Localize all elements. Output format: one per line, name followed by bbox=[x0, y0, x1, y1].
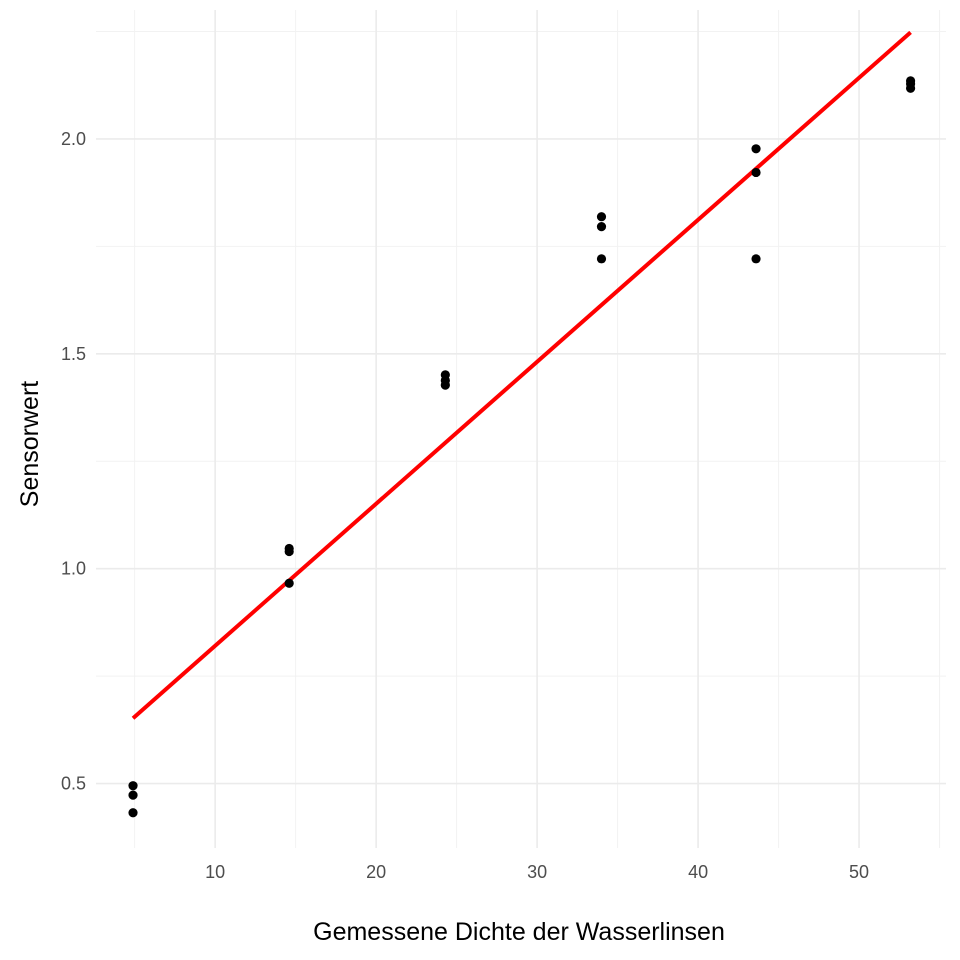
major-grid-y bbox=[96, 138, 946, 785]
y-tick-label: 1.5 bbox=[61, 344, 86, 364]
x-tick-label: 50 bbox=[849, 862, 869, 882]
data-point bbox=[751, 254, 761, 264]
data-point bbox=[440, 380, 450, 390]
y-tick-label: 0.5 bbox=[61, 774, 86, 794]
data-point bbox=[284, 546, 294, 557]
data-point bbox=[596, 212, 607, 222]
data-point bbox=[128, 808, 138, 818]
y-tick-label: 1.0 bbox=[61, 559, 86, 579]
minor-grid-y bbox=[96, 30, 946, 677]
data-point bbox=[284, 578, 294, 588]
x-tick-label: 30 bbox=[527, 862, 547, 882]
x-axis-title: Gemessene Dichte der Wasserlinsen bbox=[313, 918, 725, 946]
x-tick-label: 20 bbox=[366, 862, 386, 882]
y-axis-title: Sensorwert bbox=[16, 381, 44, 507]
x-axis-tick-labels: 10 20 30 40 50 bbox=[205, 862, 869, 882]
y-tick-label: 2.0 bbox=[61, 129, 86, 149]
y-axis-tick-labels: 0.5 1.0 1.5 2.0 bbox=[61, 129, 86, 794]
regression-line bbox=[131, 30, 912, 720]
data-point bbox=[128, 790, 138, 800]
major-grid-x bbox=[214, 10, 860, 848]
data-point bbox=[596, 254, 607, 264]
data-point bbox=[596, 221, 607, 232]
regression-line-layer bbox=[131, 30, 912, 720]
data-point bbox=[751, 167, 761, 178]
data-point bbox=[751, 144, 761, 154]
x-tick-label: 10 bbox=[205, 862, 225, 882]
data-point bbox=[905, 83, 916, 93]
data-point bbox=[128, 781, 138, 791]
x-tick-label: 40 bbox=[688, 862, 708, 882]
data-points-layer bbox=[128, 76, 916, 818]
